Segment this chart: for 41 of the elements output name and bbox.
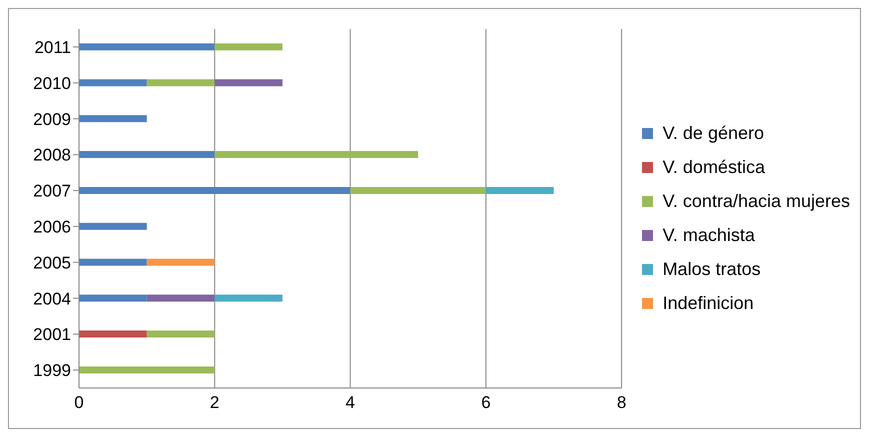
legend-label: V. machista (662, 225, 755, 246)
bar (214, 79, 282, 86)
legend-label: Malos tratos (662, 259, 761, 280)
y-tick-label: 1999 (33, 361, 71, 380)
bar (79, 330, 147, 338)
bar (486, 186, 554, 194)
y-tick-label: 2009 (33, 110, 71, 129)
y-tick-label: 2008 (33, 146, 71, 165)
y-tick-label: 2011 (34, 38, 71, 57)
bar (79, 186, 350, 194)
x-tick-label: 0 (74, 393, 84, 412)
bar (79, 366, 215, 374)
y-tick-label: 2001 (33, 325, 71, 344)
bar (214, 151, 418, 158)
legend-label: Indefinicion (662, 293, 754, 314)
bar (79, 43, 215, 50)
bar (79, 294, 147, 302)
legend-label: V. doméstica (662, 157, 765, 178)
bar (214, 43, 282, 50)
bar (79, 258, 147, 266)
x-tick-label: 8 (616, 393, 626, 412)
x-tick-label: 6 (481, 393, 491, 412)
y-tick-label: 2010 (33, 74, 71, 93)
x-tick-label: 4 (346, 393, 356, 412)
bar (79, 151, 215, 158)
bar (146, 294, 215, 302)
x-tick-label: 2 (210, 393, 220, 412)
bar (350, 186, 486, 194)
bar (146, 330, 215, 338)
bar (79, 79, 147, 86)
bar (214, 294, 282, 302)
bar (79, 115, 147, 122)
y-tick-label: 2006 (33, 217, 71, 236)
bar (79, 222, 147, 230)
legend-label: V. contra/hacia mujeres (662, 191, 850, 212)
bar (146, 258, 215, 266)
bar (146, 79, 215, 86)
y-tick-label: 2005 (33, 253, 71, 272)
y-tick-label: 2004 (33, 289, 71, 308)
legend-label: V. de género (662, 123, 764, 144)
y-tick-label: 2007 (33, 182, 71, 201)
